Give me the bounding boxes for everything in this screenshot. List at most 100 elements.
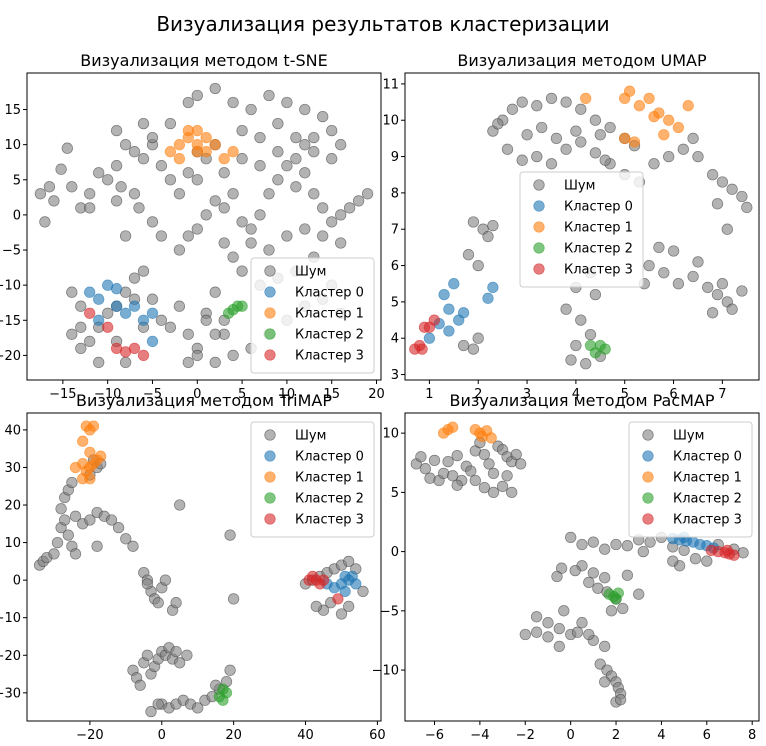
noise-point bbox=[145, 705, 157, 718]
noise-point bbox=[173, 244, 186, 256]
noise-point bbox=[506, 103, 519, 115]
y-tick-label: −5 bbox=[380, 604, 399, 619]
noise-point bbox=[128, 146, 141, 158]
cluster-point bbox=[209, 139, 221, 151]
noise-point bbox=[308, 188, 320, 200]
noise-point bbox=[482, 230, 494, 243]
scatter-panel-1: Визуализация методом UMAP 1 2 3 4 5 6 7 3 4 5 6 7 8 9 1… bbox=[382, 51, 760, 402]
y-tick-label: 6 bbox=[391, 259, 399, 274]
noise-point bbox=[361, 188, 374, 200]
cluster-point bbox=[173, 153, 186, 165]
noise-point bbox=[576, 617, 588, 629]
y-tick-label: −30 bbox=[0, 686, 21, 701]
y-tick-label: 5 bbox=[13, 173, 21, 188]
noise-point bbox=[689, 553, 702, 565]
noise-point bbox=[119, 356, 132, 369]
x-tick-label: 20 bbox=[225, 728, 242, 743]
noise-point bbox=[93, 167, 105, 179]
legend-label: Шум bbox=[564, 179, 595, 194]
noise-point bbox=[335, 139, 347, 151]
legend-label: Кластер 1 bbox=[564, 221, 633, 236]
noise-point bbox=[152, 597, 164, 609]
noise-point bbox=[209, 328, 221, 340]
noise-point bbox=[726, 303, 738, 315]
noise-point bbox=[545, 158, 558, 170]
legend: Шум Кластер 0 Кластер 1 Кластер 2 Кластер 3 bbox=[628, 421, 753, 538]
noise-point bbox=[550, 132, 563, 145]
noise-point bbox=[281, 96, 293, 109]
noise-point bbox=[741, 201, 753, 214]
noise-point bbox=[587, 536, 599, 548]
cluster-point bbox=[658, 129, 670, 141]
noise-point bbox=[134, 679, 146, 691]
legend-marker bbox=[642, 471, 654, 483]
noise-point bbox=[69, 510, 82, 522]
x-tick-label: 0 bbox=[193, 387, 201, 402]
noise-point bbox=[419, 463, 432, 475]
cluster-point bbox=[584, 339, 597, 352]
noise-point bbox=[531, 150, 543, 163]
cluster-point bbox=[84, 473, 96, 485]
legend-label: Кластер 3 bbox=[564, 263, 633, 278]
noise-point bbox=[218, 167, 230, 179]
cluster-point bbox=[84, 446, 96, 459]
cluster-point bbox=[623, 85, 636, 97]
noise-point bbox=[589, 114, 602, 126]
noise-point bbox=[536, 121, 548, 134]
noise-point bbox=[560, 143, 572, 155]
noise-point bbox=[263, 244, 275, 256]
noise-point bbox=[146, 131, 159, 144]
noise-point bbox=[62, 529, 74, 541]
cluster-point bbox=[339, 585, 351, 598]
noise-point bbox=[159, 574, 172, 586]
cluster-point bbox=[438, 288, 450, 301]
noise-point bbox=[335, 608, 348, 620]
noise-point bbox=[510, 448, 522, 461]
noise-point bbox=[610, 538, 622, 551]
noise-point bbox=[174, 657, 186, 669]
x-tick-label: −15 bbox=[49, 387, 76, 402]
noise-point bbox=[428, 454, 441, 467]
noise-point bbox=[472, 332, 484, 344]
noise-point bbox=[272, 117, 284, 130]
scatter-panel-2: Визуализация методом TriMAP −20 0 20 40 60 −30… bbox=[0, 391, 386, 743]
noise-point bbox=[663, 150, 675, 163]
noise-point bbox=[192, 702, 204, 714]
cluster-point bbox=[110, 300, 123, 312]
noise-point bbox=[317, 202, 329, 214]
noise-point bbox=[357, 585, 369, 598]
legend-label: Кластер 0 bbox=[295, 286, 364, 301]
axes-frame bbox=[26, 72, 382, 381]
cluster-point bbox=[443, 325, 455, 337]
x-tick-label: 8 bbox=[748, 728, 756, 743]
y-tick-label: −10 bbox=[0, 611, 21, 626]
scatter-panel-3: Визуализация методом PacMAP −6 −4 −2 0 2 4 6 8 −1… bbox=[372, 391, 760, 743]
cluster-point bbox=[200, 146, 212, 158]
noise-point bbox=[66, 328, 78, 340]
axes-frame bbox=[404, 412, 760, 722]
noise-point bbox=[462, 249, 475, 261]
noise-point bbox=[137, 265, 150, 277]
cluster-point bbox=[469, 423, 481, 436]
legend-label: Шум bbox=[295, 429, 326, 444]
x-tick-label: 3 bbox=[523, 387, 531, 402]
noise-point bbox=[583, 628, 595, 641]
noise-point bbox=[236, 216, 248, 228]
noise-point bbox=[245, 223, 257, 235]
noise-point bbox=[521, 129, 533, 141]
noise-point bbox=[496, 480, 509, 493]
x-tick-label: 5 bbox=[238, 387, 246, 402]
figure-suptitle: Визуализация результатов кластеризации bbox=[156, 12, 609, 36]
x-tick-label: 1 bbox=[425, 387, 433, 402]
noise-point bbox=[570, 339, 582, 352]
legend-marker bbox=[264, 492, 276, 504]
legend-marker bbox=[264, 450, 276, 462]
cluster-point bbox=[146, 335, 159, 348]
noise-point bbox=[191, 89, 203, 102]
points-layer bbox=[410, 421, 749, 708]
x-tick-label: 4 bbox=[657, 728, 665, 743]
noise-point bbox=[254, 160, 266, 172]
noise-point bbox=[467, 216, 480, 228]
noise-point bbox=[182, 230, 194, 242]
noise-point bbox=[736, 190, 748, 203]
